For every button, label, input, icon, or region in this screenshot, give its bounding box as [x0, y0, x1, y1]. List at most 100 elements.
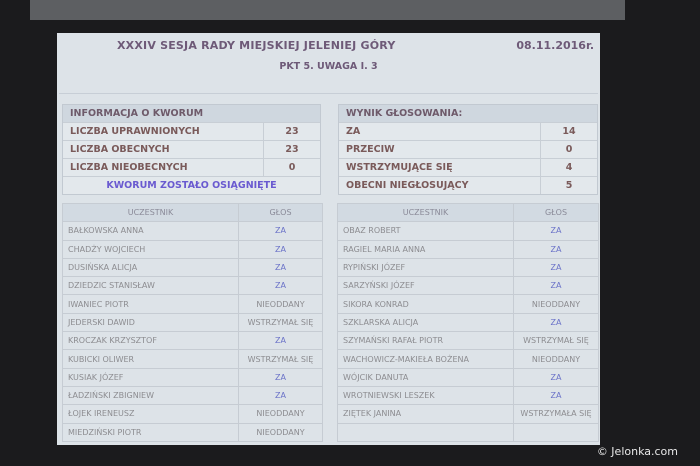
- quorum-heading: INFORMACJA O KWORUM: [63, 105, 320, 123]
- table-row: KUBICKI OLIWER WSTRZYMAŁ SIĘ: [62, 349, 323, 369]
- table-row: SARZYŃSKI JÓZEF ZA: [337, 276, 599, 296]
- participant-name: KUSIAK JÓZEF: [62, 367, 239, 387]
- vote-value: ZA: [513, 367, 599, 387]
- result-label: ZA: [346, 126, 361, 137]
- table-row: DZIEDZIC STANISŁAW ZA: [62, 276, 323, 296]
- vote-value: ZA: [238, 385, 323, 406]
- result-label: PRZECIW: [346, 144, 395, 155]
- vote-value: ZA: [238, 221, 323, 241]
- table-row: ŁOJEK IRENEUSZ NIEODDANY: [62, 404, 323, 424]
- vote-value: ZA: [513, 221, 599, 241]
- result-row: OBECNI NIEGŁOSUJĄCY 5: [339, 177, 597, 194]
- participant-name: SIKORA KONRAD: [337, 294, 514, 314]
- top-frame: [30, 0, 625, 20]
- participant-name: CHADŻY WOJCIECH: [62, 239, 239, 259]
- vote-value: WSTRZYMAŁ SIĘ: [238, 312, 323, 333]
- participant-name: ŁADZIŃSKI ZBIGNIEW: [62, 385, 239, 406]
- participant-name: SZYMAŃSKI RAFAŁ PIOTR: [337, 331, 514, 351]
- vote-value: ZA: [238, 257, 323, 278]
- table-header: UCZESTNIK GŁOS: [337, 202, 599, 223]
- participant-name: BAŁKOWSKA ANNA: [62, 221, 239, 241]
- vote-value: ZA: [238, 331, 323, 351]
- empty-row: [337, 422, 599, 442]
- result-label: OBECNI NIEGŁOSUJĄCY: [346, 180, 469, 191]
- participant-name: OBAZ ROBERT: [337, 221, 514, 241]
- quorum-value: 23: [263, 141, 320, 158]
- table-row: IWANIEC PIOTR NIEODDANY: [62, 294, 323, 314]
- result-value: 14: [540, 123, 597, 140]
- vote-value: ZA: [513, 312, 599, 333]
- participant-name: KUBICKI OLIWER: [62, 349, 239, 369]
- votes-table-left: UCZESTNIK GŁOS BAŁKOWSKA ANNA ZA CHADŻY WOJC…: [62, 202, 323, 442]
- participant-name: RYPIŃSKI JÓZEF: [337, 257, 514, 278]
- participant-name: KROCZAK KRZYSZTOF: [62, 331, 239, 351]
- table-row: JEDERSKI DAWID WSTRZYMAŁ SIĘ: [62, 312, 323, 333]
- col-participant: UCZESTNIK: [62, 202, 239, 223]
- col-vote: GŁOS: [513, 202, 599, 223]
- divider: [59, 93, 598, 94]
- table-header: UCZESTNIK GŁOS: [62, 202, 323, 223]
- result-heading: WYNIK GŁOSOWANIA:: [339, 105, 597, 123]
- agenda-item: PKT 5. UWAGA I. 3: [279, 61, 378, 72]
- vote-value: ZA: [238, 239, 323, 259]
- result-value: 5: [540, 177, 597, 194]
- quorum-value: 0: [263, 159, 320, 176]
- vote-value: WSTRZYMAŁ SIĘ: [513, 331, 599, 351]
- table-row: MIEDZIŃSKI PIOTR NIEODDANY: [62, 422, 323, 442]
- table-row: SZYMAŃSKI RAFAŁ PIOTR WSTRZYMAŁ SIĘ: [337, 331, 599, 351]
- votes-table-right: UCZESTNIK GŁOS OBAZ ROBERT ZA RAGIEL MARIA A…: [337, 202, 599, 442]
- participant-name: WÓJCIK DANUTA: [337, 367, 514, 387]
- table-row: KROCZAK KRZYSZTOF ZA: [62, 331, 323, 351]
- table-row: RAGIEL MARIA ANNA ZA: [337, 239, 599, 259]
- result-value: 4: [540, 159, 597, 176]
- table-row: WACHOWICZ-MAKIEŁA BOŻENA NIEODDANY: [337, 349, 599, 369]
- col-participant: UCZESTNIK: [337, 202, 514, 223]
- vote-value: NIEODDANY: [513, 294, 599, 314]
- quorum-box: INFORMACJA O KWORUM LICZBA UPRAWNIONYCH 2…: [62, 104, 321, 195]
- vote-value: ZA: [513, 239, 599, 259]
- participant-name: IWANIEC PIOTR: [62, 294, 239, 314]
- watermark: © Jelonka.com: [596, 445, 678, 458]
- vote-value: WSTRZYMAŁ SIĘ: [238, 349, 323, 369]
- table-row: SIKORA KONRAD NIEODDANY: [337, 294, 599, 314]
- table-row: KUSIAK JÓZEF ZA: [62, 367, 323, 387]
- result-row: WSTRZYMUJĄCE SIĘ 4: [339, 159, 597, 177]
- vote-value: NIEODDANY: [513, 349, 599, 369]
- vote-value: ZA: [513, 385, 599, 406]
- participant-name: DUSIŃSKA ALICJA: [62, 257, 239, 278]
- participant-name: WACHOWICZ-MAKIEŁA BOŻENA: [337, 349, 514, 369]
- table-row: RYPIŃSKI JÓZEF ZA: [337, 257, 599, 278]
- vote-value: ZA: [513, 276, 599, 296]
- result-row: PRZECIW 0: [339, 141, 597, 159]
- quorum-row: LICZBA UPRAWNIONYCH 23: [63, 123, 320, 141]
- col-vote: GŁOS: [238, 202, 323, 223]
- voting-screen: XXXIV SESJA RADY MIEJSKIEJ JELENIEJ GÓRY…: [57, 33, 600, 445]
- quorum-status: KWORUM ZOSTAŁO OSIĄGNIĘTE: [106, 180, 277, 191]
- quorum-label: LICZBA NIEOBECNYCH: [70, 162, 188, 173]
- table-row: WROTNIEWSKI LESZEK ZA: [337, 385, 599, 406]
- session-date: 08.11.2016r.: [516, 39, 594, 52]
- participant-name: JEDERSKI DAWID: [62, 312, 239, 333]
- quorum-label: LICZBA UPRAWNIONYCH: [70, 126, 200, 137]
- vote-value: ZA: [238, 367, 323, 387]
- result-box: WYNIK GŁOSOWANIA: ZA 14 PRZECIW 0 WSTRZYMU…: [338, 104, 598, 195]
- participant-name: ŁOJEK IRENEUSZ: [62, 404, 239, 424]
- quorum-row: LICZBA OBECNYCH 23: [63, 141, 320, 159]
- quorum-value: 23: [263, 123, 320, 140]
- participant-name: WROTNIEWSKI LESZEK: [337, 385, 514, 406]
- participant-name: ZIĘTEK JANINA: [337, 404, 514, 424]
- vote-value: WSTRZYMAŁA SIĘ: [513, 404, 599, 424]
- vote-value: NIEODDANY: [238, 404, 323, 424]
- result-value: 0: [540, 141, 597, 158]
- participant-name: SZKLARSKA ALICJA: [337, 312, 514, 333]
- table-row: ŁADZIŃSKI ZBIGNIEW ZA: [62, 385, 323, 406]
- participant-name: RAGIEL MARIA ANNA: [337, 239, 514, 259]
- table-row: BAŁKOWSKA ANNA ZA: [62, 221, 323, 241]
- session-title: XXXIV SESJA RADY MIEJSKIEJ JELENIEJ GÓRY: [117, 39, 396, 52]
- quorum-heading-label: INFORMACJA O KWORUM: [70, 108, 204, 119]
- result-label: WSTRZYMUJĄCE SIĘ: [346, 162, 453, 173]
- quorum-label: LICZBA OBECNYCH: [70, 144, 170, 155]
- table-row: ZIĘTEK JANINA WSTRZYMAŁA SIĘ: [337, 404, 599, 424]
- table-row: DUSIŃSKA ALICJA ZA: [62, 257, 323, 278]
- participant-name: MIEDZIŃSKI PIOTR: [62, 422, 239, 442]
